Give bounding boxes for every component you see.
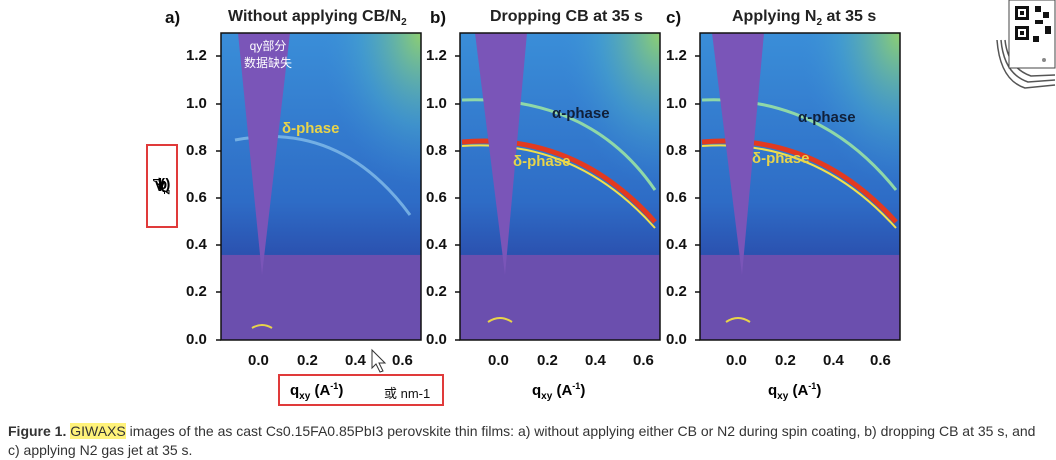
x-tick-a-0: 0.0 — [248, 352, 269, 369]
x-tick-a-3: 0.6 — [392, 352, 413, 369]
y-tick-b-2: 0.8 — [426, 142, 447, 159]
missing-data-note: qy部分 数据缺失 — [243, 39, 292, 70]
unit-note: 或 nm-1 — [384, 386, 431, 401]
alpha-phase-label-b: α-phase — [552, 105, 610, 122]
x-tick-c-0: 0.0 — [726, 352, 747, 369]
x-axis-label-c: qxy (A-1) — [768, 381, 822, 402]
x-axis-label-a: qxy (A-1) — [290, 381, 344, 402]
x-axis-label-box — [278, 374, 444, 406]
panel-b-image — [460, 33, 660, 340]
panel-a-letter: a) — [165, 8, 181, 27]
panel-a-title: Without applying CB/N2 — [228, 8, 407, 29]
delta-phase-label-c: δ-phase — [752, 150, 810, 167]
y-tick-b-1: 1.0 — [426, 95, 447, 112]
x-tick-c-1: 0.2 — [775, 352, 796, 369]
x-tick-b-1: 0.2 — [537, 352, 558, 369]
y-tick-b-5: 0.2 — [426, 283, 447, 300]
y-tick-a-0: 1.2 — [186, 47, 207, 64]
y-tick-b-3: 0.6 — [426, 189, 447, 206]
y-tick-c-3: 0.6 — [666, 189, 687, 206]
delta-phase-label-b: δ-phase — [513, 153, 571, 170]
panel-c-title: Applying N2 at 35 s — [732, 8, 877, 29]
alpha-phase-label-c: α-phase — [798, 109, 856, 126]
panel-c-letter: c) — [666, 8, 682, 27]
y-tick-c-0: 1.2 — [666, 47, 687, 64]
y-tick-a-2: 0.8 — [186, 142, 207, 159]
panel-c-image — [700, 33, 900, 340]
x-tick-a-1: 0.2 — [297, 352, 318, 369]
y-tick-c-1: 1.0 — [666, 95, 687, 112]
y-tick-a-4: 0.4 — [186, 236, 207, 253]
y-tick-a-5: 0.2 — [186, 283, 207, 300]
y-tick-a-1: 1.0 — [186, 95, 207, 112]
x-tick-b-2: 0.4 — [585, 352, 606, 369]
x-tick-b-0: 0.0 — [488, 352, 509, 369]
figure-caption: Figure 1. GIWAXS images of the as cast C… — [8, 423, 1036, 458]
y-tick-c-5: 0.2 — [666, 283, 687, 300]
y-tick-c-4: 0.4 — [666, 236, 687, 253]
x-axis-label-b: qxy (A-1) — [532, 381, 586, 402]
x-tick-b-3: 0.6 — [633, 352, 654, 369]
x-tick-c-2: 0.4 — [823, 352, 844, 369]
x-tick-a-2: 0.4 — [345, 352, 366, 369]
panel-b-title: Dropping CB at 35 s — [490, 8, 643, 25]
qr-code-icon — [996, 0, 1056, 89]
delta-phase-label-a: δ-phase — [282, 120, 340, 137]
panel-a-image — [221, 33, 421, 340]
y-tick-c-2: 0.8 — [666, 142, 687, 159]
y-tick-c-6: 0.0 — [666, 331, 687, 348]
y-tick-b-0: 1.2 — [426, 47, 447, 64]
panel-b-letter: b) — [430, 8, 447, 27]
y-tick-b-6: 0.0 — [426, 331, 447, 348]
y-tick-a-3: 0.6 — [186, 189, 207, 206]
y-tick-b-4: 0.4 — [426, 236, 447, 253]
x-tick-c-3: 0.6 — [870, 352, 891, 369]
y-tick-a-6: 0.0 — [186, 331, 207, 348]
